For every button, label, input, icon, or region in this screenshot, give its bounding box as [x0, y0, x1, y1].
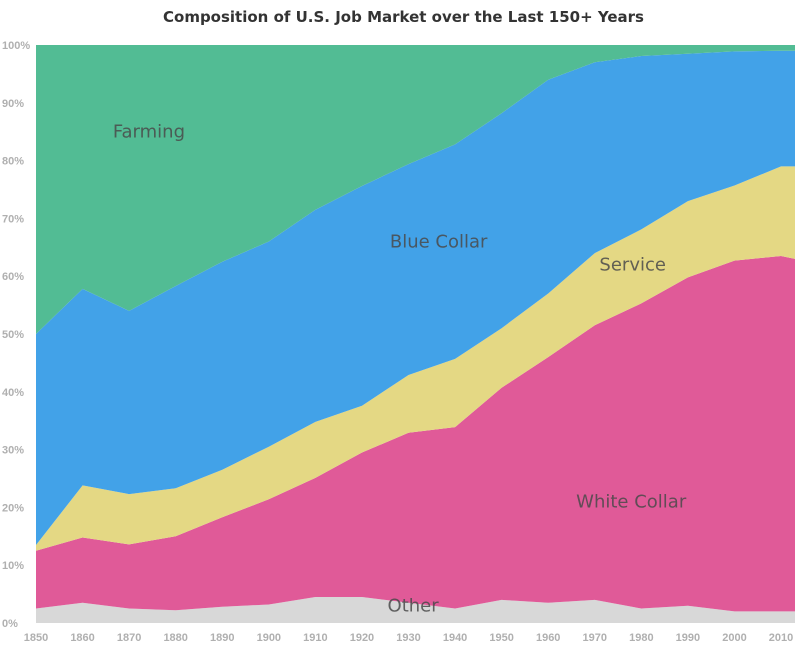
y-tick-label: 0%	[2, 618, 18, 630]
y-tick-label: 50%	[2, 329, 24, 341]
y-tick-label: 70%	[2, 213, 24, 225]
x-tick-label: 1880	[163, 632, 187, 644]
chart-title: Composition of U.S. Job Market over the …	[163, 8, 644, 26]
label-farming: Farming	[113, 122, 185, 143]
label-white-collar: White Collar	[576, 492, 687, 513]
area-layer	[36, 45, 795, 623]
label-service: Service	[599, 255, 666, 276]
x-tick-label: 1960	[536, 632, 560, 644]
label-other: Other	[388, 596, 440, 617]
y-tick-label: 40%	[2, 387, 24, 399]
y-tick-label: 10%	[2, 560, 24, 572]
x-tick-label: 1910	[303, 632, 327, 644]
x-tick-label: 1890	[210, 632, 234, 644]
x-tick-label: 1850	[24, 632, 48, 644]
x-tick-label: 1900	[257, 632, 281, 644]
x-tick-label: 1940	[443, 632, 467, 644]
y-tick-label: 30%	[2, 445, 24, 457]
x-tick-label: 1930	[396, 632, 420, 644]
y-tick-label: 90%	[2, 98, 24, 110]
area-labels: Other White Collar Service Blue Collar Farmi…	[113, 122, 687, 617]
x-tick-label: 1980	[629, 632, 653, 644]
x-tick-label: 1990	[676, 632, 700, 644]
y-tick-label: 100%	[2, 40, 30, 52]
x-tick-label: 2010	[769, 632, 793, 644]
area-white-collar	[36, 256, 795, 612]
x-tick-label: 1870	[117, 632, 141, 644]
y-axis: 0% 10% 20% 30% 40% 50% 60% 70% 80% 90% 100%	[2, 40, 30, 630]
area-other	[36, 597, 795, 623]
y-tick-label: 60%	[2, 271, 24, 283]
label-blue-collar: Blue Collar	[390, 232, 488, 253]
x-tick-label: 2000	[722, 632, 746, 644]
area-farming	[36, 45, 795, 334]
x-tick-label: 1860	[70, 632, 94, 644]
y-tick-label: 80%	[2, 156, 24, 168]
y-tick-label: 20%	[2, 502, 24, 514]
area-blue-collar	[36, 50, 795, 546]
x-tick-label: 1950	[489, 632, 513, 644]
x-axis: 1850 1860 1870 1880 1890 1900 1910 1920 1930 1940…	[24, 632, 794, 644]
x-tick-label: 1920	[350, 632, 374, 644]
area-service	[36, 166, 795, 551]
x-tick-label: 1970	[583, 632, 607, 644]
